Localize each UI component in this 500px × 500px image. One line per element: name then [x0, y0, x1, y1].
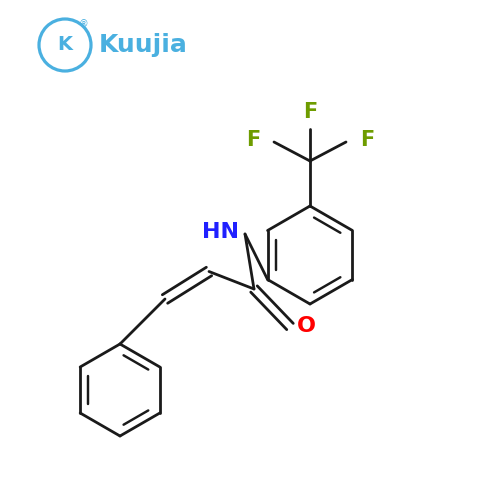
Text: O: O — [297, 316, 316, 336]
Text: Kuujia: Kuujia — [98, 33, 188, 57]
Text: K: K — [58, 36, 72, 54]
Text: F: F — [360, 130, 374, 150]
Text: HN: HN — [202, 222, 239, 242]
Text: F: F — [303, 102, 317, 121]
Text: ®: ® — [79, 18, 88, 28]
Text: F: F — [246, 130, 260, 150]
